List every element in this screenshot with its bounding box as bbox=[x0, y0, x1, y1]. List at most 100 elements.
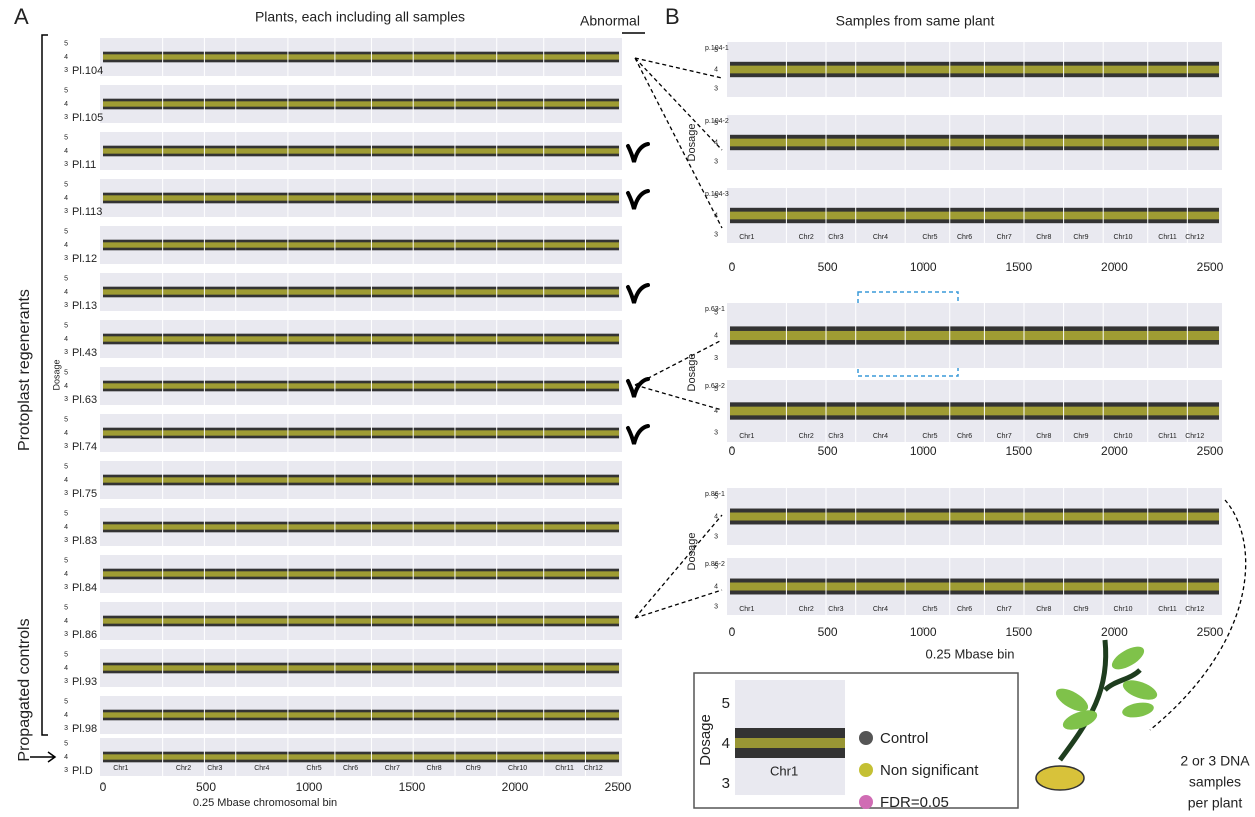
y-tick-label: 3 bbox=[722, 775, 730, 792]
abnormal-check bbox=[628, 426, 648, 444]
chromosome-label: Chr1 bbox=[113, 765, 128, 772]
plant-label: Pl.105 bbox=[72, 112, 103, 124]
chromosome-label: Chr8 bbox=[1036, 433, 1051, 440]
x-tick-label: 500 bbox=[818, 625, 838, 639]
y-tick-label: 3 bbox=[64, 490, 68, 497]
y-tick-label: 3 bbox=[714, 430, 718, 437]
y-tick-label: 3 bbox=[64, 396, 68, 403]
y-tick-label: 5 bbox=[64, 370, 68, 377]
x-tick-label: 2500 bbox=[1197, 260, 1224, 274]
chromosome-label: Chr7 bbox=[997, 234, 1012, 241]
x-tick-label: 0 bbox=[729, 444, 736, 458]
chromosome-label: Chr7 bbox=[385, 765, 400, 772]
sample-label: p.104-1 bbox=[705, 45, 729, 52]
plant-label: Pl.84 bbox=[72, 582, 97, 594]
y-tick-label: 4 bbox=[722, 735, 730, 752]
plant-label: Pl.74 bbox=[72, 441, 97, 453]
y-tick-label: 4 bbox=[714, 513, 718, 520]
track-band bbox=[103, 477, 619, 482]
legend-inset-band bbox=[735, 738, 845, 748]
sample-label: p.104-2 bbox=[705, 118, 729, 125]
y-tick-label: 3 bbox=[64, 114, 68, 121]
x-tick-label: 500 bbox=[818, 260, 838, 274]
chromosome-label: Chr11 bbox=[1158, 234, 1177, 241]
plant-caption: 2 or 3 DNA bbox=[1180, 753, 1250, 769]
group-label: Protoplast regenerants bbox=[16, 289, 33, 451]
track-band bbox=[103, 754, 619, 759]
track-band bbox=[103, 148, 619, 153]
plant-label: Pl.12 bbox=[72, 253, 97, 265]
track-band bbox=[103, 618, 619, 623]
y-tick-label: 5 bbox=[64, 652, 68, 659]
x-axis-label: 0.25 Mbase chromosomal bin bbox=[193, 797, 337, 809]
y-tick-label: 5 bbox=[64, 605, 68, 612]
y-tick-label: 3 bbox=[64, 767, 68, 774]
y-tick-label: 4 bbox=[64, 754, 68, 761]
chromosome-label: Chr3 bbox=[828, 606, 843, 613]
y-tick-label: 3 bbox=[64, 537, 68, 544]
chromosome-label: Chr2 bbox=[799, 433, 814, 440]
x-tick-label: 0 bbox=[729, 260, 736, 274]
group-bracket bbox=[42, 35, 48, 735]
y-tick-label: 3 bbox=[714, 232, 718, 239]
plant-caption: per plant bbox=[1188, 795, 1243, 811]
chromosome-label: Chr3 bbox=[828, 433, 843, 440]
y-tick-label: 3 bbox=[64, 678, 68, 685]
chromosome-label: Chr2 bbox=[799, 234, 814, 241]
y-tick-label: 3 bbox=[64, 349, 68, 356]
y-tick-label: 5 bbox=[64, 464, 68, 471]
chromosome-label: Chr7 bbox=[997, 606, 1012, 613]
x-tick-label: 1500 bbox=[1005, 625, 1032, 639]
y-tick-label: 3 bbox=[64, 67, 68, 74]
chromosome-label: Chr11 bbox=[1158, 433, 1177, 440]
chromosome-label: Chr10 bbox=[1113, 606, 1132, 613]
legend-swatch bbox=[859, 795, 873, 809]
y-tick-label: 5 bbox=[64, 182, 68, 189]
chromosome-label: Chr6 bbox=[957, 234, 972, 241]
y-tick-label: 3 bbox=[64, 443, 68, 450]
y-tick-label: 4 bbox=[64, 524, 68, 531]
plant-label: Pl.83 bbox=[72, 535, 97, 547]
plant-label: Pl.43 bbox=[72, 347, 97, 359]
page: A Plants, each including all samples Abn… bbox=[0, 0, 1255, 817]
x-tick-label: 1500 bbox=[399, 780, 426, 794]
panel-title: Plants, each including all samples bbox=[255, 9, 465, 25]
chromosome-label: Chr12 bbox=[1185, 606, 1204, 613]
y-tick-label: 3 bbox=[64, 161, 68, 168]
chromosome-label: Chr9 bbox=[1073, 234, 1088, 241]
track-band bbox=[103, 336, 619, 341]
chromosome-label: Chr4 bbox=[873, 234, 888, 241]
track-band bbox=[103, 242, 619, 247]
y-tick-label: 4 bbox=[64, 195, 68, 202]
track-band bbox=[103, 571, 619, 576]
chromosome-label: Chr3 bbox=[207, 765, 222, 772]
y-tick-label: 4 bbox=[64, 430, 68, 437]
chromosome-label: Chr11 bbox=[555, 765, 574, 772]
y-tick-label: 4 bbox=[64, 477, 68, 484]
y-tick-label: 5 bbox=[64, 41, 68, 48]
track-band bbox=[103, 712, 619, 717]
y-tick-label: 4 bbox=[64, 148, 68, 155]
chromosome-label: Chr12 bbox=[584, 765, 603, 772]
panel-title: Samples from same plant bbox=[836, 13, 995, 29]
track-band bbox=[103, 195, 619, 200]
chromosome-label: Chr10 bbox=[1113, 234, 1132, 241]
y-tick-label: 5 bbox=[64, 699, 68, 706]
chromosome-label: Chr12 bbox=[1185, 234, 1204, 241]
y-tick-label: 4 bbox=[714, 408, 718, 415]
track-band bbox=[730, 583, 1219, 591]
y-tick-label: 3 bbox=[714, 603, 718, 610]
y-tick-label: 3 bbox=[64, 631, 68, 638]
y-tick-label: 4 bbox=[64, 665, 68, 672]
x-tick-label: 1500 bbox=[1005, 444, 1032, 458]
sample-label: p.86-2 bbox=[705, 561, 725, 568]
y-tick-label: 3 bbox=[714, 159, 718, 166]
x-tick-label: 2500 bbox=[605, 780, 632, 794]
chromosome-label: Chr6 bbox=[343, 765, 358, 772]
y-axis-label: Dosage bbox=[686, 354, 698, 392]
chromosome-label: Chr10 bbox=[1113, 433, 1132, 440]
chromosome-label: Chr8 bbox=[426, 765, 441, 772]
chromosome-label: Chr6 bbox=[957, 606, 972, 613]
x-axis-label: 0.25 Mbase bin bbox=[926, 646, 1015, 661]
y-tick-label: 5 bbox=[64, 229, 68, 236]
